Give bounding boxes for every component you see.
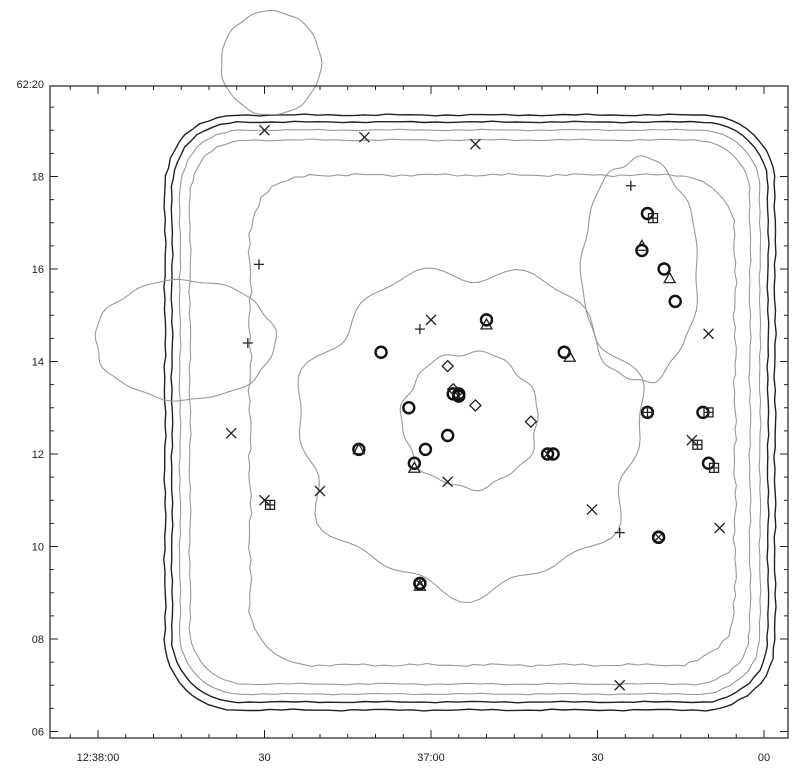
plus-marker xyxy=(414,324,425,335)
plus-marker xyxy=(242,338,253,348)
cross-marker xyxy=(614,679,626,691)
circle-marker xyxy=(440,428,455,443)
axis-ticks xyxy=(50,86,788,738)
circle-cross-ring xyxy=(651,530,666,544)
y-tick-label: 08 xyxy=(32,634,44,646)
box-plus-marker xyxy=(692,439,703,450)
circle-cross-marker xyxy=(654,533,663,542)
cross-marker xyxy=(442,476,454,488)
cross-marker xyxy=(314,485,326,497)
x-tick-label: 12:38:00 xyxy=(77,752,120,764)
cross-marker xyxy=(225,427,237,439)
outer-contour-1 xyxy=(163,113,777,712)
cross-marker xyxy=(259,494,270,506)
x-tick-label: 30 xyxy=(591,752,603,764)
y-tick-label: 14 xyxy=(32,357,44,369)
circle-cross-marker xyxy=(415,579,424,588)
triangle-marker xyxy=(563,350,577,362)
contour-lines xyxy=(94,9,777,712)
top-circle-contour xyxy=(220,9,323,116)
triangle-marker xyxy=(635,239,649,251)
circle-marker xyxy=(479,313,494,327)
triangle-marker xyxy=(479,317,494,330)
x-tick-label: 37:00 xyxy=(417,752,445,764)
left-lobe-contour xyxy=(94,278,278,402)
circle-cross-marker xyxy=(454,392,463,401)
upper-right-contour xyxy=(579,155,698,384)
box-plus-marker xyxy=(264,499,276,511)
x-tick-label: 30 xyxy=(258,752,270,764)
y-tick-labels: 62:20 18 16 14 12 10 08 06 xyxy=(16,79,44,739)
y-tick-label: 18 xyxy=(32,172,44,184)
plot-frame xyxy=(49,85,789,739)
cross-marker xyxy=(358,131,370,143)
central-contour-inner xyxy=(399,350,539,492)
cross-marker xyxy=(259,124,270,136)
y-tick-label: 12 xyxy=(32,449,44,461)
circle-marker xyxy=(557,345,571,359)
circle-marker xyxy=(418,442,433,457)
diamond-marker xyxy=(524,415,538,429)
diamond-marker xyxy=(441,359,455,373)
cross-marker xyxy=(425,314,437,326)
circle-marker xyxy=(668,294,682,309)
box-plus-marker xyxy=(647,212,659,224)
outer-contour-2 xyxy=(170,120,770,704)
diamond-marker xyxy=(468,399,482,412)
circle-marker xyxy=(402,401,416,415)
plus-marker xyxy=(614,527,625,538)
circle-marker xyxy=(657,262,671,276)
cross-marker xyxy=(469,138,481,150)
y-tick-label: 62:20 xyxy=(16,79,44,91)
data-markers xyxy=(225,124,726,691)
outer-contour-4 xyxy=(188,138,752,686)
plus-marker xyxy=(625,180,636,191)
y-tick-label: 06 xyxy=(32,727,44,739)
triangle-marker xyxy=(663,271,677,284)
outer-contour-3 xyxy=(178,128,762,696)
circle-cross-ring xyxy=(452,389,466,403)
circle-marker xyxy=(374,345,388,359)
inner-contour xyxy=(247,172,738,668)
box-plus-marker xyxy=(708,462,720,474)
box-plus-marker xyxy=(642,407,653,418)
triangle-marker xyxy=(413,578,427,591)
plus-marker xyxy=(253,259,264,270)
triangle-marker xyxy=(407,461,421,473)
y-tick-label: 16 xyxy=(32,264,44,276)
cross-marker xyxy=(586,504,598,515)
triangle-marker xyxy=(352,442,366,455)
box-plus-marker xyxy=(703,407,714,418)
circle-cross-marker xyxy=(543,449,552,459)
cross-marker xyxy=(714,522,726,534)
central-contour-outer xyxy=(297,267,645,604)
circle-marker xyxy=(407,456,422,470)
circle-cross-ring xyxy=(540,447,555,461)
circle-cross-ring xyxy=(413,576,427,591)
x-tick-labels: 12:38:00 30 37:00 30 00 xyxy=(77,752,771,764)
circle-marker xyxy=(640,405,655,420)
cross-marker xyxy=(703,328,714,340)
y-tick-label: 10 xyxy=(32,542,44,554)
x-tick-label: 00 xyxy=(758,752,770,764)
cross-marker xyxy=(686,434,698,446)
